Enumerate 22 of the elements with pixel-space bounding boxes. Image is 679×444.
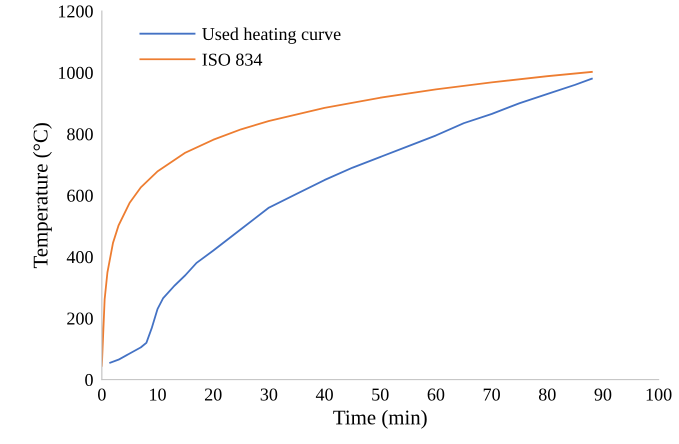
- x-tick-label: 70: [484, 388, 500, 401]
- legend-label: Used heating curve: [202, 27, 341, 44]
- legend-label: ISO 834: [202, 54, 262, 66]
- x-tick-label: 40: [316, 388, 333, 401]
- y-tick-label: 0: [85, 374, 93, 386]
- x-tick-label: 100: [646, 388, 672, 401]
- y-tick-label: 600: [67, 190, 93, 202]
- x-tick-label: 30: [260, 388, 278, 401]
- x-tick-label: 0: [98, 388, 106, 401]
- y-tick-label: 1200: [58, 5, 93, 18]
- y-tick-label: 1000: [58, 66, 93, 79]
- y-axis-title: Temperature (°C): [32, 123, 52, 268]
- x-axis-title: Time (min): [333, 410, 427, 429]
- y-tick-label: 200: [67, 312, 93, 325]
- x-tick-label: 20: [204, 388, 222, 401]
- x-tick-label: 50: [372, 388, 389, 401]
- x-tick-label: 80: [538, 388, 556, 401]
- x-tick-label: 10: [150, 388, 166, 401]
- y-tick-label: 800: [67, 128, 93, 140]
- x-tick-label: 60: [428, 388, 444, 401]
- x-tick-label: 90: [594, 388, 612, 401]
- y-tick-label: 400: [66, 251, 93, 264]
